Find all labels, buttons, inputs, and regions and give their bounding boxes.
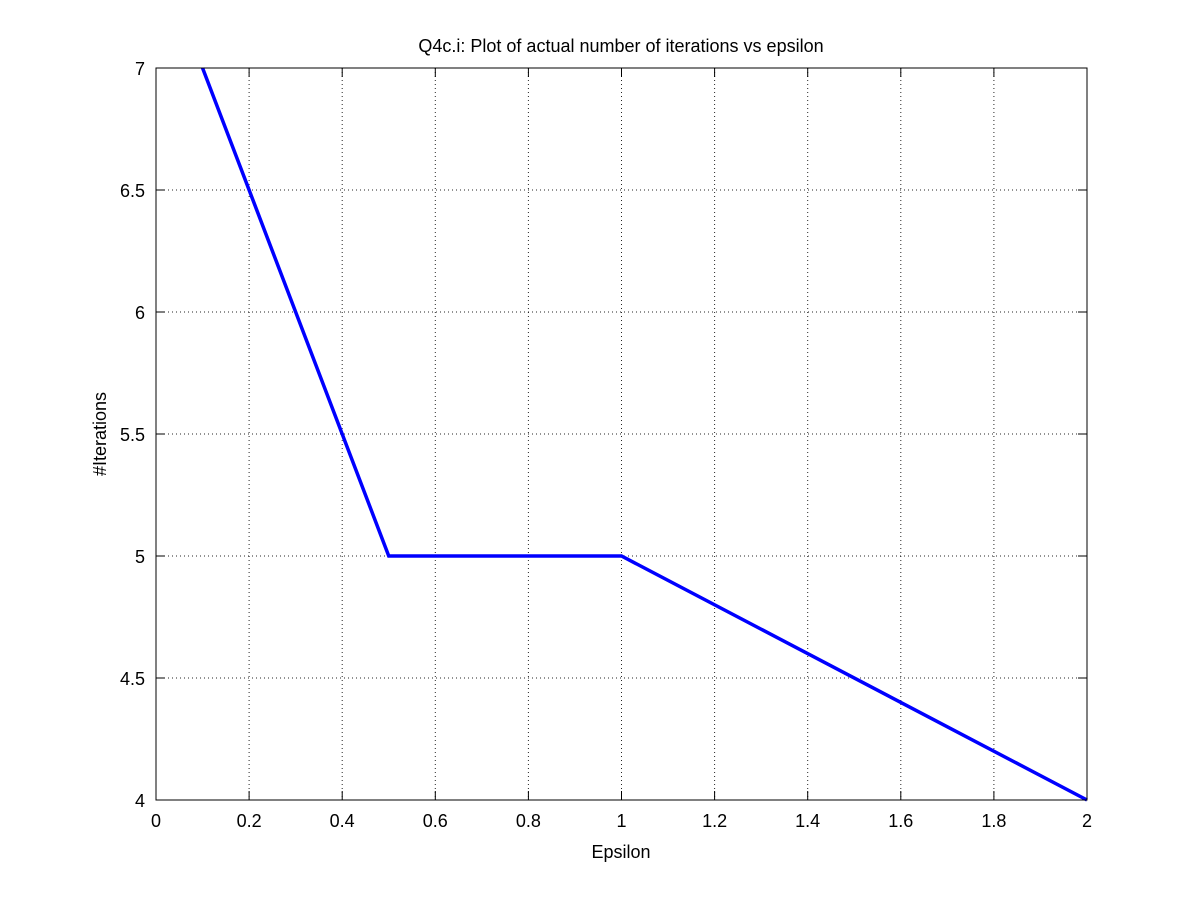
- y-tick-label: 4: [135, 791, 145, 811]
- y-tick-label: 4.5: [120, 669, 145, 689]
- x-axis-tick-labels: 0 0.2 0.4 0.6 0.8 1 1.2 1.4 1.6 1.8 2: [151, 811, 1092, 831]
- y-axis-label: #Iterations: [90, 392, 110, 476]
- y-tick-label: 5: [135, 547, 145, 567]
- x-tick-label: 1.2: [702, 811, 727, 831]
- series-line: [200, 67, 1088, 802]
- x-tick-label: 1.4: [795, 811, 820, 831]
- tick-marks: [155, 67, 1088, 801]
- x-axis-label: Epsilon: [591, 842, 650, 862]
- plot-area: [156, 68, 1087, 800]
- y-axis-tick-labels: 4 4.5 5 5.5 6 6.5 7: [120, 59, 145, 811]
- y-tick-label: 5.5: [120, 425, 145, 445]
- y-tick-label: 6: [135, 303, 145, 323]
- x-tick-label: 1.6: [888, 811, 913, 831]
- x-tick-label: 0.2: [237, 811, 262, 831]
- x-tick-label: 0: [151, 811, 161, 831]
- y-tick-label: 6.5: [120, 181, 145, 201]
- x-tick-label: 0.6: [423, 811, 448, 831]
- series-layer: [200, 67, 1088, 802]
- x-tick-label: 0.4: [330, 811, 355, 831]
- y-tick-label: 7: [135, 59, 145, 79]
- x-tick-label: 1: [616, 811, 626, 831]
- x-tick-label: 1.8: [981, 811, 1006, 831]
- x-tick-label: 0.8: [516, 811, 541, 831]
- x-tick-label: 2: [1082, 811, 1092, 831]
- chart-title: Q4c.i: Plot of actual number of iteratio…: [418, 36, 823, 56]
